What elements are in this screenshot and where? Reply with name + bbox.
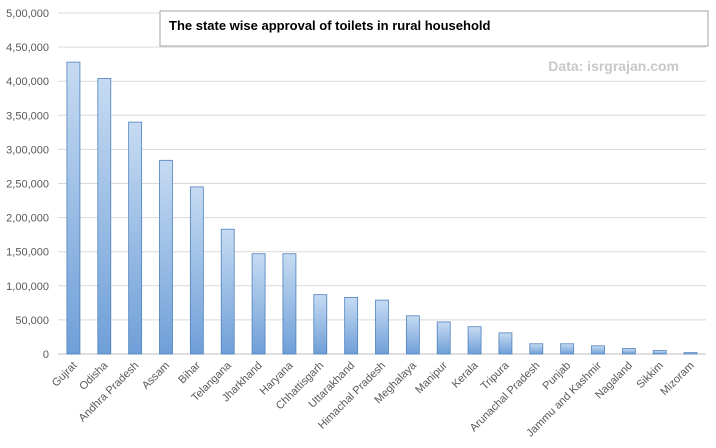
bar-jammu-and-kashmir bbox=[591, 345, 605, 355]
y-tick-label: 3,50,000 bbox=[6, 110, 49, 122]
y-tick-label: 0 bbox=[43, 349, 49, 361]
y-tick-label: 5,00,000 bbox=[6, 8, 49, 20]
y-axis-ticks: 0 50,000 1,00,000 1,50,000 2,00,000 2,50,000 3… bbox=[6, 8, 49, 361]
y-tick-label: 1,50,000 bbox=[6, 247, 49, 259]
x-tick-label: Kerala bbox=[450, 359, 482, 391]
title-box: The state wise approval of toilets in ru… bbox=[159, 10, 709, 47]
bar-nagaland bbox=[621, 348, 636, 355]
bars bbox=[66, 61, 698, 355]
y-tick-label: 4,00,000 bbox=[6, 76, 49, 88]
bar-sikkim bbox=[652, 350, 667, 355]
bar-arunachal-pradesh bbox=[529, 343, 544, 355]
y-tick-label: 1,00,000 bbox=[6, 281, 49, 293]
bar-assam bbox=[159, 159, 173, 355]
bar-meghalaya bbox=[405, 315, 420, 355]
chart-title: The state wise approval of toilets in ru… bbox=[169, 18, 491, 33]
bar-bihar bbox=[189, 186, 204, 355]
y-tick-label: 2,00,000 bbox=[6, 213, 49, 225]
source-annotation: Data: isrgrajan.com bbox=[548, 58, 679, 74]
bar-jharkhand bbox=[251, 253, 266, 355]
x-tick-label: Gujrat bbox=[50, 360, 80, 390]
x-tick-label: Mizoram bbox=[658, 360, 696, 398]
bar-himachal-pradesh bbox=[375, 299, 389, 355]
bar-punjab bbox=[560, 343, 575, 355]
bar-gujrat bbox=[66, 61, 81, 355]
bar-odisha bbox=[97, 78, 112, 355]
y-tick-label: 50,000 bbox=[15, 315, 49, 327]
bar-uttarakhand bbox=[344, 296, 359, 355]
bar-tripura bbox=[498, 332, 513, 355]
x-tick-label: Assam bbox=[140, 360, 172, 392]
bar-haryana bbox=[282, 253, 297, 355]
y-tick-label: 2,50,000 bbox=[6, 179, 49, 191]
x-tick-label: Manipur bbox=[413, 359, 450, 396]
bar-mizoram bbox=[683, 352, 698, 355]
y-tick-label: 4,50,000 bbox=[6, 42, 49, 54]
bar-kerala bbox=[467, 326, 482, 355]
x-tick-label: Bihar bbox=[176, 359, 203, 386]
y-tick-label: 3,00,000 bbox=[6, 144, 49, 156]
bar-chhattisgarh bbox=[313, 294, 328, 355]
bar-telangana bbox=[220, 228, 235, 355]
bar-manipur bbox=[436, 321, 451, 355]
bar-andhra-pradesh bbox=[128, 121, 143, 355]
